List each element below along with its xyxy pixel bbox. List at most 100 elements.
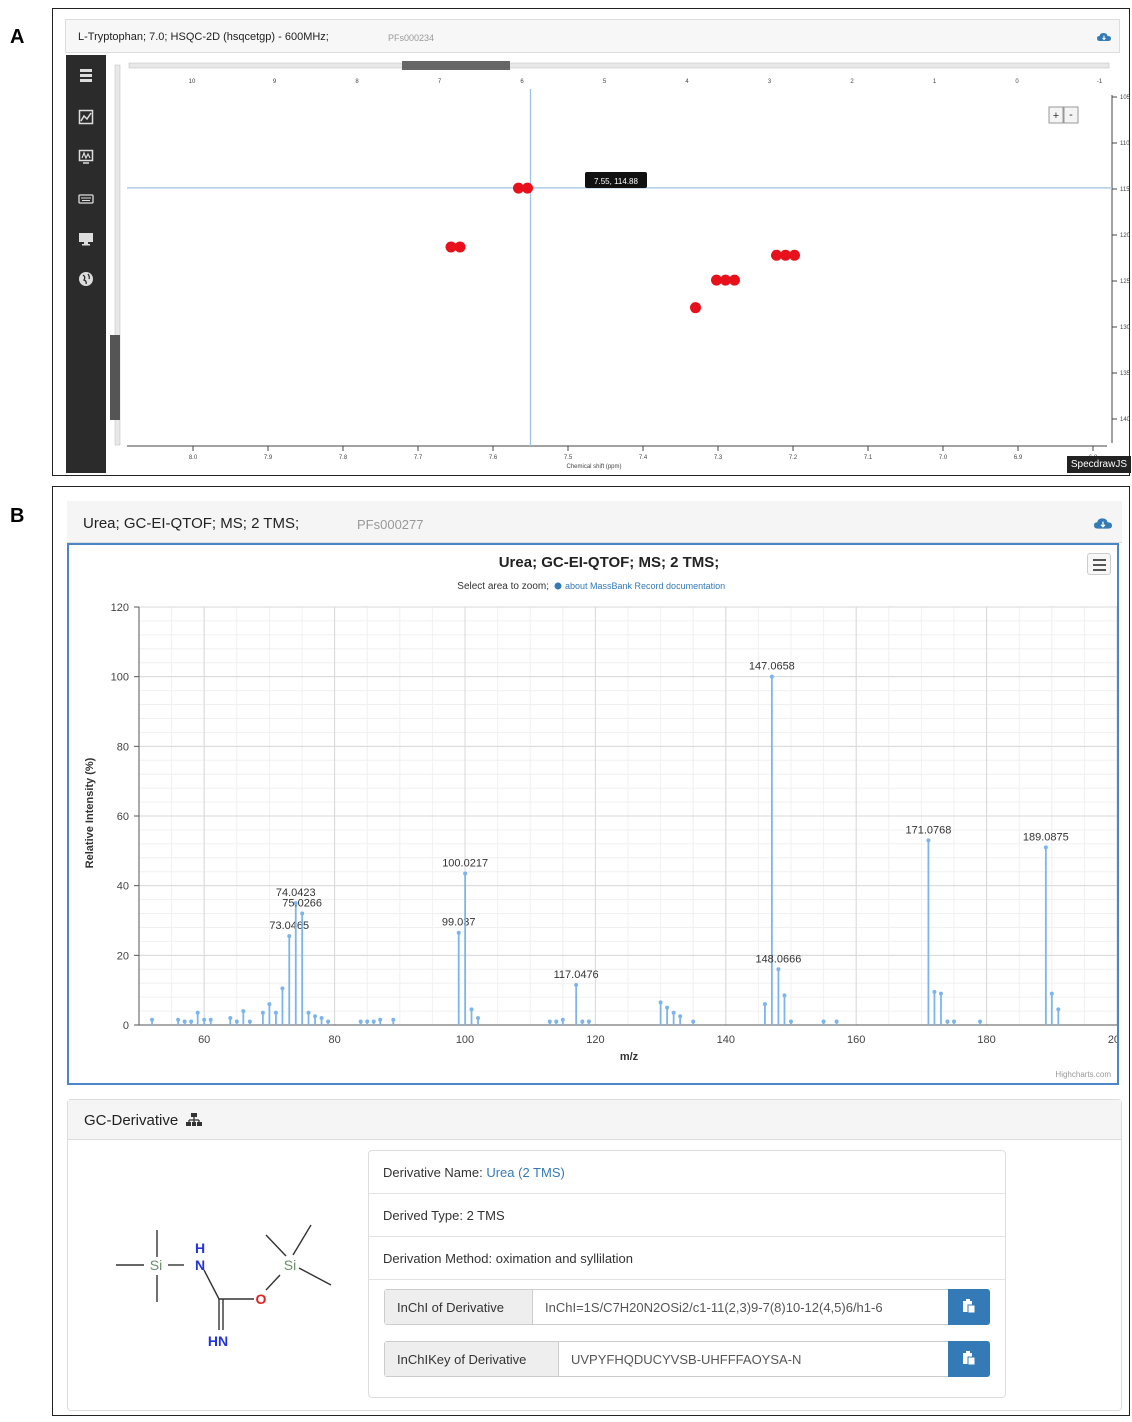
cross-peak (445, 241, 457, 253)
peaks-icon[interactable] (78, 149, 94, 165)
monitor-icon[interactable] (78, 231, 94, 247)
spectrum-peak-marker[interactable] (182, 1019, 187, 1024)
chart-menu-button[interactable] (1087, 553, 1111, 575)
spectrum-peak-marker[interactable] (560, 1017, 565, 1022)
spectrum-peak-marker[interactable] (658, 1000, 663, 1005)
spectrum-peak-marker[interactable] (378, 1017, 383, 1022)
spectrum-peak-marker[interactable] (580, 1019, 585, 1024)
horizontal-scrollbar[interactable] (128, 62, 1110, 69)
spectrum-peak-marker[interactable] (293, 901, 298, 906)
derivative-info-table: Derivative Name: Urea (2 TMS) Derived Ty… (368, 1150, 1006, 1398)
inchikey-field[interactable]: UVPYFHQDUCYVSB-UHFFFAOYSA-N (571, 1352, 802, 1367)
spectrum-peak-marker[interactable] (671, 1010, 676, 1015)
spectrum-peak-marker[interactable] (932, 989, 937, 994)
spectrum-peak-marker[interactable] (176, 1017, 181, 1022)
figure-label-b: B (10, 505, 25, 527)
spectrum-peak-marker[interactable] (978, 1019, 983, 1024)
spectrum-peak-marker[interactable] (326, 1019, 331, 1024)
ms-panel-header: Urea; GC-EI-QTOF; MS; 2 TMS; PFs000277 (67, 501, 1122, 543)
derived-type-row: Derived Type: 2 TMS (369, 1194, 1005, 1237)
spectrum-peak-marker[interactable] (476, 1016, 481, 1021)
zoom-out-button[interactable]: - (1063, 106, 1079, 124)
zoom-in-button[interactable]: + (1048, 106, 1064, 124)
nitrogen-atom: N (195, 1257, 205, 1273)
derivative-name-link[interactable]: Urea (2 TMS) (486, 1165, 565, 1180)
cloud-download-icon[interactable] (1094, 517, 1112, 530)
spectrum-peak-marker[interactable] (678, 1014, 683, 1019)
spectrum-peak-marker[interactable] (776, 967, 781, 972)
y-tick-label: 100 (111, 672, 129, 684)
vertical-scrollbar[interactable] (114, 64, 121, 446)
spectrum-peak-marker[interactable] (287, 934, 292, 939)
spectrum-peak-marker[interactable] (762, 1002, 767, 1007)
spectrum-peak-marker[interactable] (789, 1019, 793, 1024)
spectrum-peak-marker[interactable] (1049, 991, 1054, 996)
cross-peak (729, 274, 740, 286)
spectrum-peak-marker[interactable] (469, 1007, 474, 1012)
spectrum-peak-marker[interactable] (300, 911, 305, 916)
spectrum-peak-marker[interactable] (1056, 1007, 1061, 1012)
spectrum-peak-marker[interactable] (769, 674, 774, 679)
spectrum-peak-marker[interactable] (665, 1005, 670, 1010)
mass-spectrum-chart[interactable]: Urea; GC-EI-QTOF; MS; 2 TMS; Select area… (67, 543, 1126, 1085)
spectrum-peak-marker[interactable] (371, 1019, 376, 1024)
spectrum-peak-marker[interactable] (1043, 845, 1048, 850)
spectrum-peak-marker[interactable] (234, 1019, 239, 1024)
highcharts-credit[interactable]: Highcharts.com (1055, 1070, 1111, 1079)
spectrum-peak-marker[interactable] (782, 993, 787, 998)
spectrum-peak-marker[interactable] (208, 1017, 213, 1022)
y-tick-label: 135 (1120, 371, 1131, 377)
spectrum-peak-marker[interactable] (554, 1019, 559, 1024)
spectrum-peak-marker[interactable] (821, 1019, 826, 1024)
spectrum-peak-marker[interactable] (938, 991, 943, 996)
list-icon[interactable] (78, 67, 94, 83)
spectrum-peak-marker[interactable] (273, 1010, 278, 1015)
spectrum-peak-marker[interactable] (319, 1016, 324, 1021)
inchi-field[interactable]: InChI=1S/C7H20N2OSi2/c1-11(2,3)9-7(8)10-… (545, 1300, 883, 1315)
spectrum-peak-marker[interactable] (926, 838, 931, 843)
chart-icon[interactable] (78, 109, 94, 125)
spectrum-peak-marker[interactable] (195, 1010, 200, 1015)
chart-subtitle: Select area to zoom; (457, 581, 549, 592)
spectrum-peak-marker[interactable] (586, 1019, 591, 1024)
cross-peak (522, 182, 533, 194)
spectrum-peak-marker[interactable] (313, 1014, 318, 1019)
copy-inchikey-button[interactable] (948, 1341, 990, 1377)
hsqc-plot-svg[interactable]: 8.07.97.87.77.67.57.47.37.27.17.06.96.81… (107, 55, 1131, 473)
gc-derivative-panel: GC-Derivative Si H (67, 1099, 1122, 1411)
spectrum-peak-marker[interactable] (280, 986, 285, 991)
y-tick-label: 80 (117, 741, 129, 753)
spectrum-peak-marker[interactable] (456, 930, 461, 935)
cloud-download-icon[interactable] (1097, 32, 1111, 42)
spectrum-peak-marker[interactable] (260, 1010, 265, 1015)
keyboard-icon[interactable] (78, 191, 94, 207)
spectrum-peak-marker[interactable] (267, 1002, 272, 1007)
spectrum-peak-marker[interactable] (189, 1019, 194, 1024)
spectrum-peak-marker[interactable] (365, 1019, 370, 1024)
spectrum-peak-marker[interactable] (358, 1019, 363, 1024)
spectrum-peak-marker[interactable] (391, 1017, 396, 1022)
peak-label: 99.037 (442, 917, 476, 929)
copy-inchi-button[interactable] (948, 1289, 990, 1325)
spectrum-peak-marker[interactable] (202, 1017, 207, 1022)
horizontal-scroll-thumb[interactable] (402, 61, 510, 70)
hsqc-plot-area[interactable]: 8.07.97.87.77.67.57.47.37.27.17.06.96.81… (107, 55, 1131, 473)
spectrum-peak-marker[interactable] (691, 1019, 696, 1024)
spectrum-peak-marker[interactable] (547, 1019, 552, 1024)
mass-spectrum-svg[interactable]: Urea; GC-EI-QTOF; MS; 2 TMS; Select area… (69, 545, 1126, 1083)
spectrum-peak-marker[interactable] (952, 1019, 956, 1024)
spectrum-peak-marker[interactable] (574, 982, 579, 987)
spectrum-peak-marker[interactable] (945, 1019, 950, 1024)
documentation-link[interactable]: about MassBank Record documentation (565, 581, 725, 591)
vertical-scroll-thumb[interactable] (110, 335, 120, 420)
svg-text:7.55, 114.88: 7.55, 114.88 (594, 177, 638, 186)
spectrum-peak-marker[interactable] (463, 871, 468, 876)
info-icon[interactable] (554, 582, 562, 590)
globe-icon[interactable] (78, 271, 94, 287)
spectrum-peak-marker[interactable] (247, 1019, 252, 1024)
spectrum-peak-marker[interactable] (306, 1010, 311, 1015)
spectrum-peak-marker[interactable] (150, 1017, 155, 1022)
spectrum-peak-marker[interactable] (241, 1009, 246, 1014)
spectrum-peak-marker[interactable] (834, 1019, 839, 1024)
spectrum-peak-marker[interactable] (228, 1016, 233, 1021)
